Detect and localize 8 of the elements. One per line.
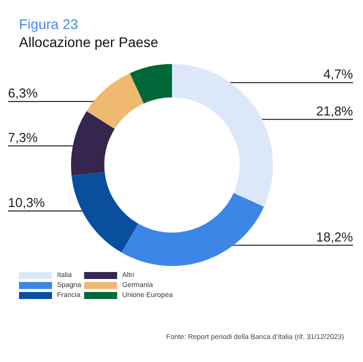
data-label: 10,3% (8, 195, 46, 210)
chart-subtitle: Allocazione per Paese (19, 34, 159, 50)
data-label: 6,3% (8, 86, 38, 101)
data-label: 7,3% (8, 130, 38, 145)
data-label: 21,8% (316, 103, 354, 118)
data-label: 4,7% (323, 66, 354, 82)
chart-title: Figura 23 (19, 16, 78, 32)
data-label: 18,2% (316, 229, 354, 244)
